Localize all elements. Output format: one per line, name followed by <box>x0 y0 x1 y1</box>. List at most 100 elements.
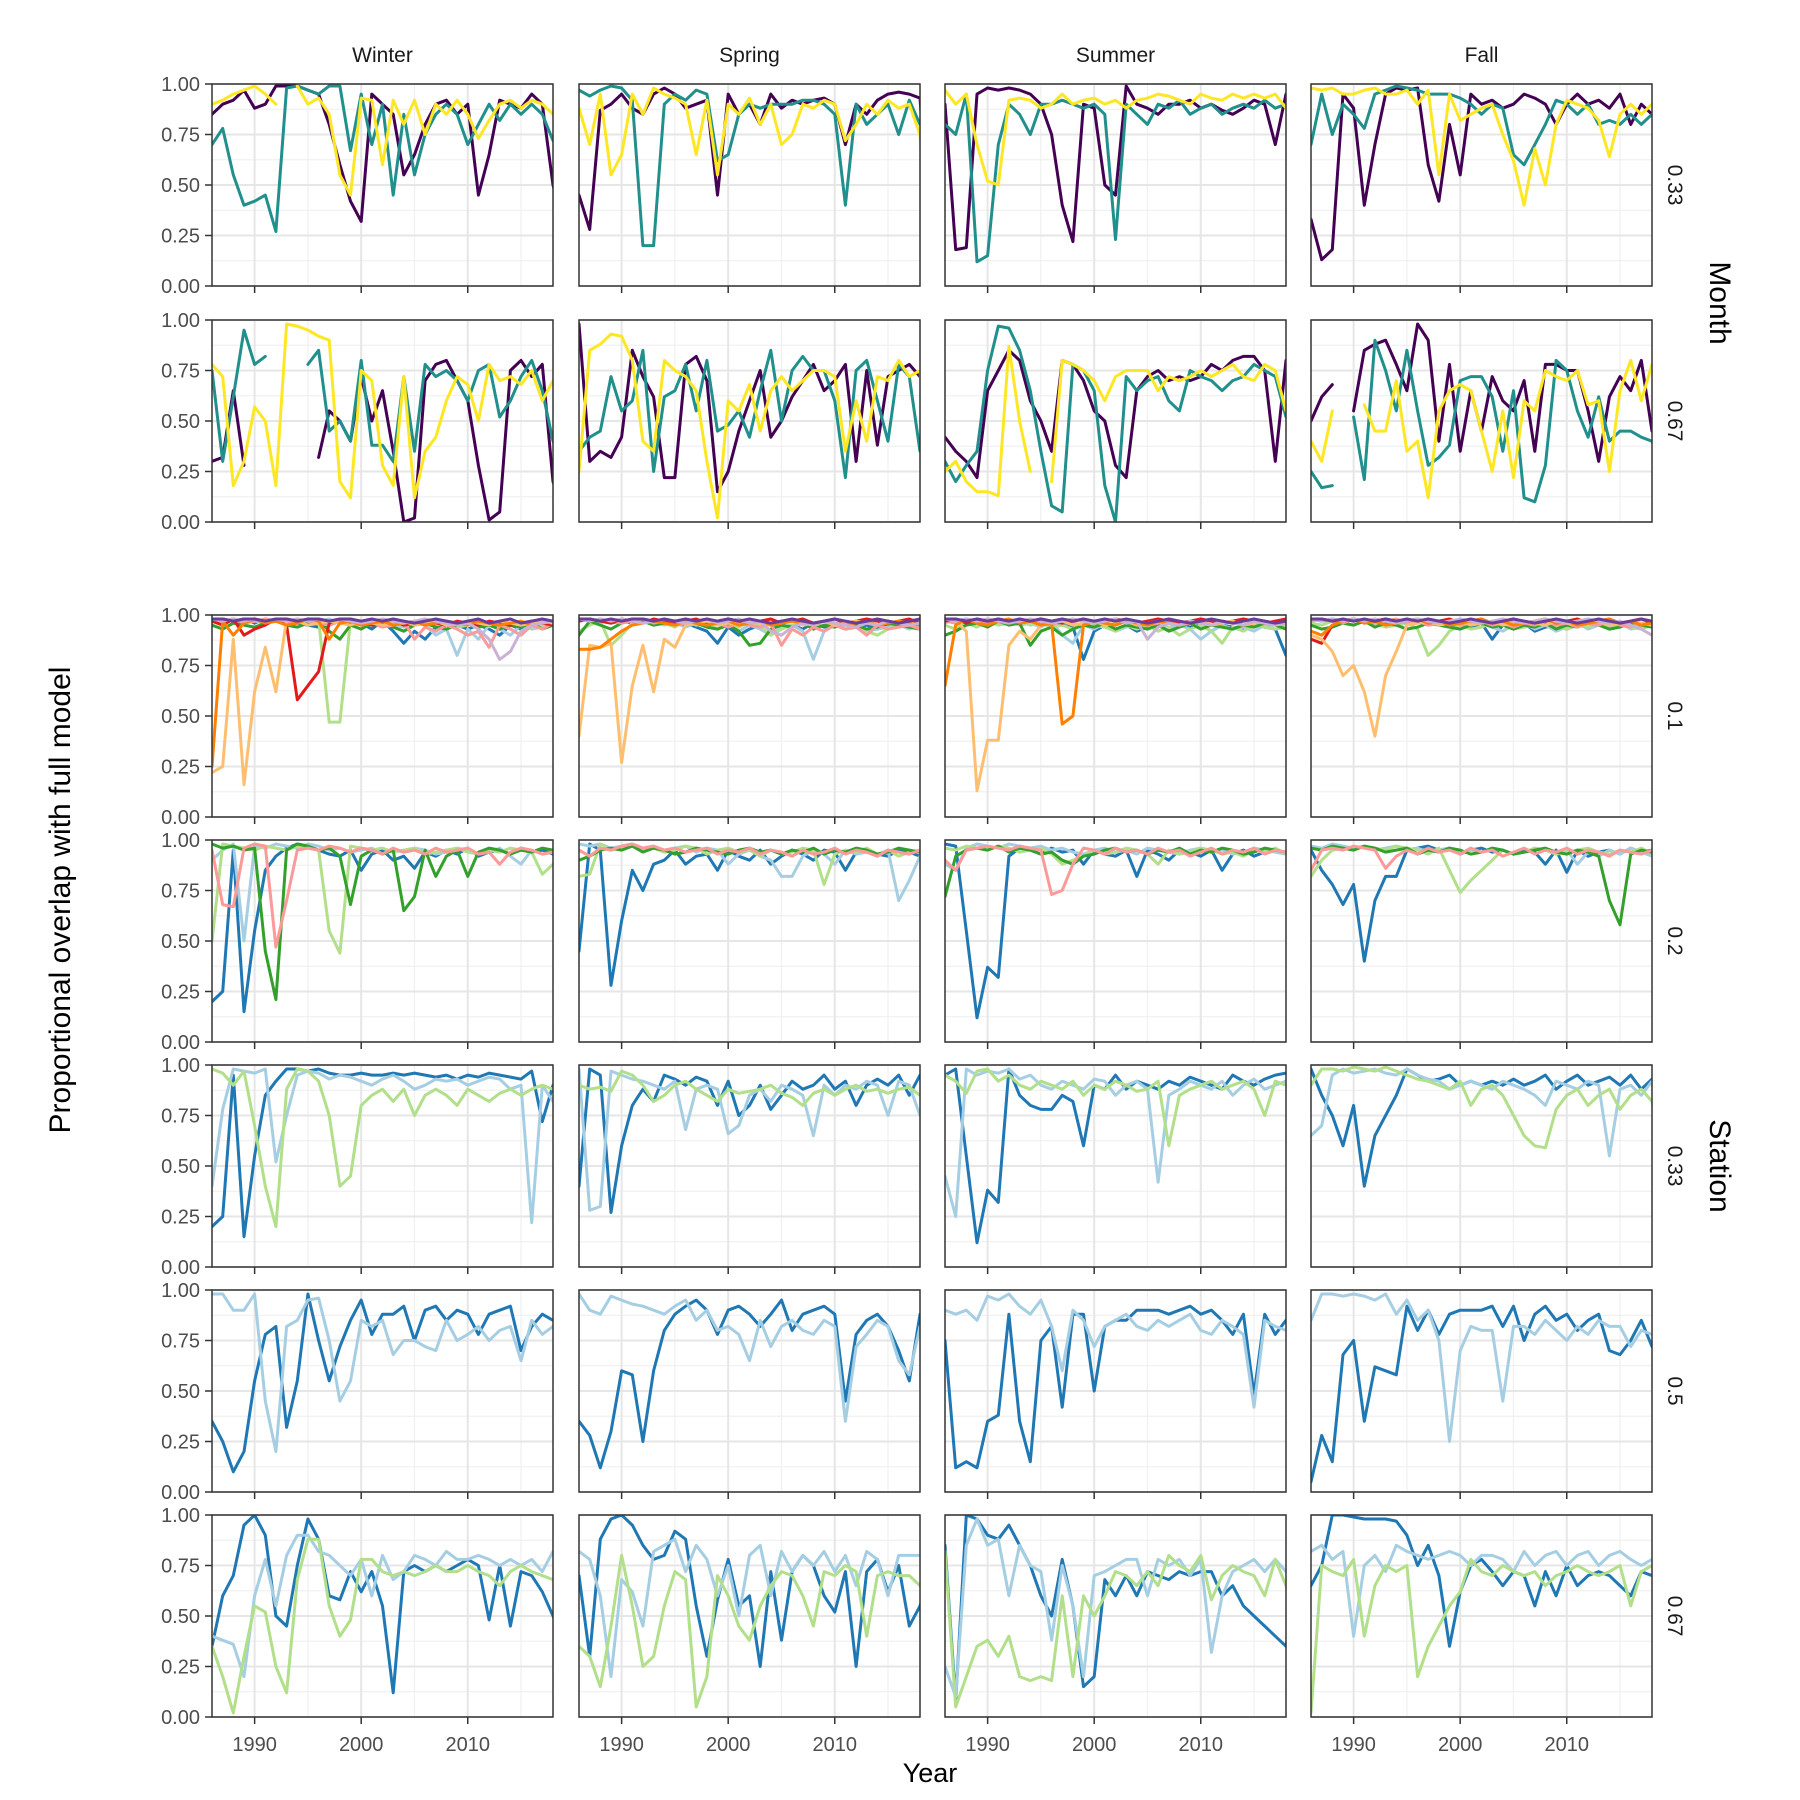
series-group <box>1311 842 1652 963</box>
series-group <box>945 1515 1286 1709</box>
panel-border <box>944 614 1287 818</box>
series-group <box>1311 1515 1652 1715</box>
series-line <box>1311 1543 1652 1638</box>
x-tick-label: 2000 <box>339 1734 384 1756</box>
series-line <box>212 617 553 625</box>
series-line <box>1311 844 1652 894</box>
series-group <box>945 842 1286 1020</box>
y-tick-label: 0.00 <box>161 276 200 298</box>
series-line <box>945 617 1286 625</box>
series-line <box>1311 338 1652 504</box>
series-line <box>212 842 553 949</box>
facet-panel <box>578 1064 921 1274</box>
y-tick-label: 1.00 <box>161 830 200 852</box>
panel-border <box>1310 1514 1653 1718</box>
panel-border <box>1310 839 1653 1043</box>
series-line <box>212 1515 553 1695</box>
facet-panel: 0.00 0.25 0.50 0.75 1.00 <box>161 74 554 298</box>
y-tick-label: 0.25 <box>161 757 200 779</box>
y-tick-label: 0.25 <box>161 1432 200 1454</box>
y-tick-label: 0.50 <box>161 1606 200 1628</box>
series-line <box>1311 619 1652 631</box>
series-group <box>579 1515 920 1709</box>
panel-border <box>944 83 1287 287</box>
group-strip-label: Month <box>1703 261 1736 344</box>
facet-panel: 0.00 0.25 0.50 0.75 1.00 <box>161 830 554 1054</box>
series-line <box>212 842 553 1002</box>
x-tick-label: 2010 <box>813 1734 858 1756</box>
series-line <box>945 1067 1286 1218</box>
y-tick-label: 0.50 <box>161 931 200 953</box>
series-line <box>1311 844 1652 872</box>
series-group <box>212 1515 553 1715</box>
panel-border <box>1310 319 1653 523</box>
series-line <box>945 1515 1286 1703</box>
facet-panel <box>944 83 1287 293</box>
y-tick-label: 0.50 <box>161 175 200 197</box>
series-line <box>945 324 1286 522</box>
panel-border <box>944 1289 1287 1493</box>
series-line <box>579 617 920 625</box>
facet-panel <box>1310 319 1653 529</box>
series-line <box>1311 86 1652 207</box>
series-line <box>945 348 1286 480</box>
series-line <box>945 1304 1286 1470</box>
series-line <box>1311 358 1652 500</box>
series-group <box>212 842 553 1014</box>
series-group <box>579 84 920 248</box>
y-tick-label: 0.50 <box>161 1381 200 1403</box>
y-tick-label: 0.00 <box>161 1707 200 1729</box>
facet-panel <box>1310 1064 1653 1274</box>
panel-border <box>944 1514 1287 1718</box>
series-line <box>1311 844 1652 927</box>
column-strip-label: Winter <box>352 44 413 67</box>
row-strip-label: 0.67 <box>1663 1596 1686 1637</box>
y-tick-label: 1.00 <box>161 310 200 332</box>
row-strip-label: 0.33 <box>1663 1146 1686 1187</box>
series-line <box>945 92 1286 264</box>
y-tick-label: 1.00 <box>161 605 200 627</box>
y-tick-label: 0.75 <box>161 361 200 383</box>
x-tick-label: 2010 <box>446 1734 491 1756</box>
facet-panel <box>1310 614 1653 824</box>
series-line <box>1311 1065 1652 1150</box>
facet-panel: 0.00 0.25 0.50 0.75 1.00 <box>161 1280 554 1504</box>
series-line <box>212 328 553 463</box>
facet-panel <box>1310 839 1653 1049</box>
facet-panel <box>944 614 1287 824</box>
series-group <box>579 1292 920 1470</box>
panel-border <box>578 839 921 1043</box>
series-line <box>212 1067 553 1229</box>
x-tick-label: 1990 <box>965 1734 1010 1756</box>
series-line <box>579 1292 920 1423</box>
series-line <box>579 1298 920 1470</box>
series-line <box>1311 1067 1652 1188</box>
series-line <box>212 842 553 943</box>
series-line <box>1311 617 1652 625</box>
series-group <box>945 84 1286 264</box>
series-group <box>212 1067 553 1239</box>
y-tick-label: 1.00 <box>161 1280 200 1302</box>
series-line <box>1311 86 1652 262</box>
y-tick-label: 0.00 <box>161 512 200 534</box>
facet-panel <box>578 1289 921 1499</box>
series-group <box>1311 84 1652 262</box>
series-line <box>212 1067 553 1239</box>
series-group <box>579 1067 920 1214</box>
y-tick-label: 1.00 <box>161 1505 200 1527</box>
facet-panel: 0.00 0.25 0.50 0.75 1.00 <box>161 605 554 829</box>
series-group <box>945 1292 1286 1470</box>
series-line <box>1311 322 1652 463</box>
y-tick-label: 0.00 <box>161 1032 200 1054</box>
y-tick-label: 0.25 <box>161 462 200 484</box>
series-line <box>579 842 920 858</box>
x-tick-label: 2000 <box>1438 1734 1483 1756</box>
column-strip-label: Fall <box>1465 44 1499 67</box>
facet-panel <box>578 319 921 529</box>
facet-panel: 0.00 0.25 0.50 0.75 1.00 <box>161 1055 554 1279</box>
panel-border <box>578 1289 921 1493</box>
y-tick-label: 0.25 <box>161 982 200 1004</box>
facet-panel <box>944 839 1287 1049</box>
series-group <box>945 1067 1286 1245</box>
series-group <box>579 842 920 987</box>
